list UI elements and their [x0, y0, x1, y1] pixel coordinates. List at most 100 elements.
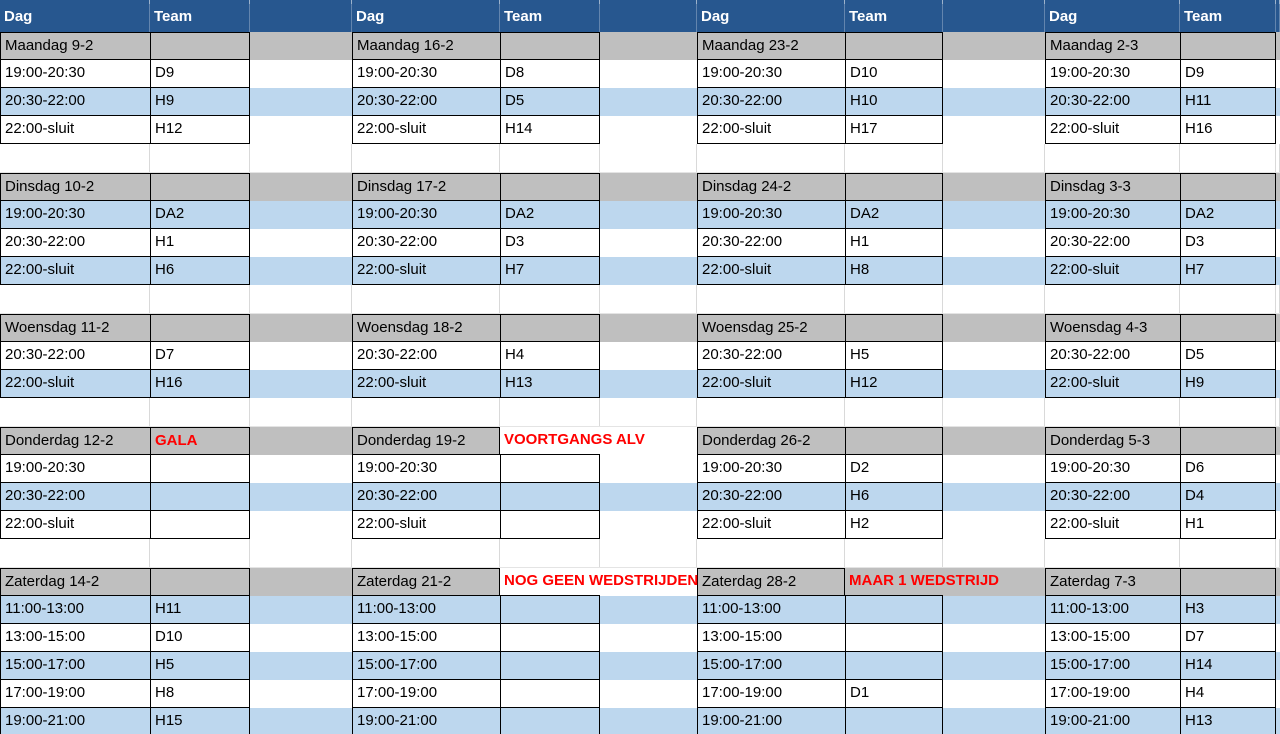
team-cell[interactable]: H6 [845, 483, 943, 511]
column-header-dag[interactable]: Dag [352, 4, 500, 32]
team-cell[interactable]: H11 [150, 596, 250, 624]
empty-cell[interactable] [0, 144, 150, 172]
time-cell[interactable]: 19:00-20:30 [352, 60, 500, 88]
day-title-cell[interactable]: Dinsdag 17-2 [352, 173, 500, 201]
empty-cell[interactable] [1180, 144, 1276, 172]
time-cell[interactable]: 20:30-22:00 [697, 483, 845, 511]
time-cell[interactable]: 13:00-15:00 [0, 624, 150, 652]
time-cell[interactable]: 22:00-sluit [1045, 370, 1180, 398]
team-cell[interactable] [500, 624, 600, 652]
column-header-team[interactable]: Team [500, 4, 600, 32]
time-cell[interactable]: 17:00-19:00 [1045, 680, 1180, 708]
empty-cell[interactable] [500, 285, 600, 313]
day-note-cell[interactable] [1180, 568, 1276, 596]
time-cell[interactable]: 13:00-15:00 [352, 624, 500, 652]
day-note-cell[interactable] [1180, 314, 1276, 342]
empty-cell[interactable] [943, 285, 1045, 313]
time-cell[interactable]: 20:30-22:00 [352, 229, 500, 257]
empty-cell[interactable] [845, 285, 943, 313]
day-title-cell[interactable]: Donderdag 5-3 [1045, 427, 1180, 455]
team-cell[interactable]: D2 [845, 455, 943, 483]
time-cell[interactable]: 20:30-22:00 [0, 483, 150, 511]
empty-cell[interactable] [600, 398, 697, 426]
empty-cell[interactable] [697, 398, 845, 426]
column-header-team[interactable]: Team [1180, 4, 1276, 32]
day-title-cell[interactable]: Maandag 2-3 [1045, 32, 1180, 60]
empty-cell[interactable] [500, 398, 600, 426]
time-cell[interactable]: 20:30-22:00 [352, 88, 500, 116]
team-cell[interactable]: H1 [1180, 511, 1276, 539]
team-cell[interactable] [500, 511, 600, 539]
time-cell[interactable]: 22:00-sluit [1045, 116, 1180, 144]
time-cell[interactable]: 20:30-22:00 [1045, 342, 1180, 370]
day-title-cell[interactable]: Donderdag 19-2 [352, 427, 500, 455]
team-cell[interactable]: H16 [150, 370, 250, 398]
team-cell[interactable]: H7 [500, 257, 600, 285]
time-cell[interactable]: 22:00-sluit [0, 257, 150, 285]
time-cell[interactable]: 17:00-19:00 [697, 680, 845, 708]
team-cell[interactable]: H15 [150, 708, 250, 734]
team-cell[interactable]: H5 [845, 342, 943, 370]
time-cell[interactable]: 19:00-20:30 [697, 60, 845, 88]
time-cell[interactable]: 22:00-sluit [0, 370, 150, 398]
empty-cell[interactable] [250, 398, 352, 426]
time-cell[interactable]: 20:30-22:00 [352, 342, 500, 370]
day-note-cell[interactable]: VOORTGANGS ALV [500, 427, 645, 455]
day-note-cell[interactable] [1180, 427, 1276, 455]
time-cell[interactable]: 20:30-22:00 [0, 229, 150, 257]
team-cell[interactable]: H9 [150, 88, 250, 116]
team-cell[interactable]: D7 [1180, 624, 1276, 652]
time-cell[interactable]: 15:00-17:00 [352, 652, 500, 680]
empty-cell[interactable] [0, 398, 150, 426]
team-cell[interactable] [500, 652, 600, 680]
time-cell[interactable]: 11:00-13:00 [352, 596, 500, 624]
time-cell[interactable]: 22:00-sluit [352, 511, 500, 539]
time-cell[interactable]: 22:00-sluit [697, 370, 845, 398]
empty-cell[interactable] [250, 285, 352, 313]
day-note-cell[interactable] [1180, 32, 1276, 60]
time-cell[interactable]: 19:00-21:00 [352, 708, 500, 734]
team-cell[interactable]: D8 [500, 60, 600, 88]
empty-cell[interactable] [1045, 144, 1180, 172]
empty-cell[interactable] [943, 539, 1045, 567]
empty-cell[interactable] [845, 539, 943, 567]
team-cell[interactable] [150, 483, 250, 511]
empty-cell[interactable] [0, 285, 150, 313]
time-cell[interactable]: 19:00-21:00 [697, 708, 845, 734]
empty-cell[interactable] [845, 144, 943, 172]
team-cell[interactable]: D4 [1180, 483, 1276, 511]
team-cell[interactable]: H16 [1180, 116, 1276, 144]
empty-cell[interactable] [0, 539, 150, 567]
time-cell[interactable]: 20:30-22:00 [697, 342, 845, 370]
day-title-cell[interactable]: Zaterdag 28-2 [697, 568, 845, 596]
time-cell[interactable]: 15:00-17:00 [0, 652, 150, 680]
team-cell[interactable]: DA2 [845, 201, 943, 229]
team-cell[interactable]: DA2 [150, 201, 250, 229]
day-note-cell[interactable] [500, 173, 600, 201]
team-cell[interactable] [845, 708, 943, 734]
time-cell[interactable]: 22:00-sluit [352, 257, 500, 285]
empty-cell[interactable] [845, 398, 943, 426]
day-title-cell[interactable]: Zaterdag 21-2 [352, 568, 500, 596]
time-cell[interactable]: 22:00-sluit [0, 116, 150, 144]
team-cell[interactable]: H12 [845, 370, 943, 398]
column-header-dag[interactable]: Dag [1045, 4, 1180, 32]
time-cell[interactable]: 20:30-22:00 [697, 88, 845, 116]
time-cell[interactable]: 19:00-20:30 [0, 455, 150, 483]
team-cell[interactable]: H8 [150, 680, 250, 708]
column-header-team[interactable]: Team [845, 4, 943, 32]
team-cell[interactable]: H4 [500, 342, 600, 370]
day-title-cell[interactable]: Dinsdag 10-2 [0, 173, 150, 201]
empty-cell[interactable] [352, 398, 500, 426]
time-cell[interactable]: 22:00-sluit [0, 511, 150, 539]
empty-cell[interactable] [1180, 539, 1276, 567]
day-title-cell[interactable]: Dinsdag 3-3 [1045, 173, 1180, 201]
day-note-cell[interactable] [150, 32, 250, 60]
team-cell[interactable]: H17 [845, 116, 943, 144]
team-cell[interactable]: D3 [500, 229, 600, 257]
team-cell[interactable]: DA2 [500, 201, 600, 229]
time-cell[interactable]: 22:00-sluit [697, 257, 845, 285]
team-cell[interactable]: D6 [1180, 455, 1276, 483]
empty-cell[interactable] [943, 398, 1045, 426]
time-cell[interactable]: 19:00-20:30 [352, 455, 500, 483]
